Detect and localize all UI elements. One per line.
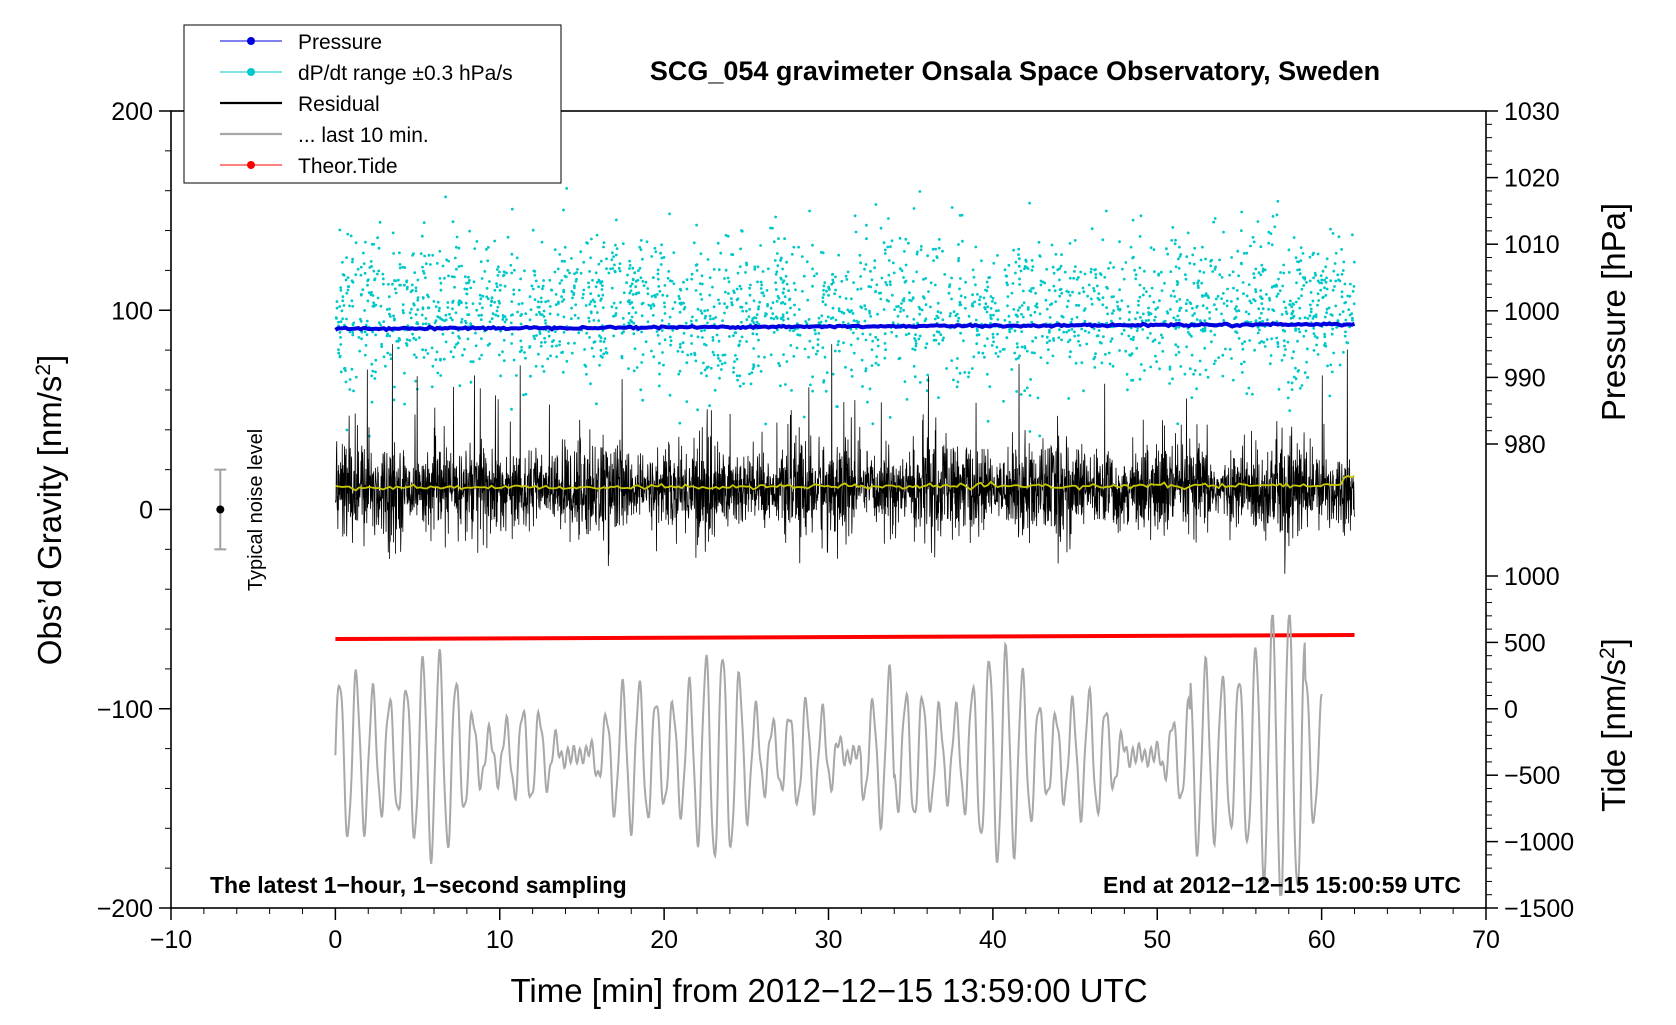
tide-tick-label: −500 (1504, 762, 1560, 790)
pressure-tick-label: 1010 (1504, 231, 1560, 259)
y-tick-label: −100 (97, 696, 153, 724)
tide-series (335, 633, 1355, 642)
legend-entry: Pressure (220, 31, 382, 54)
pressure-line (334, 321, 1356, 333)
dpdt-points (334, 187, 1356, 438)
y-axis-label-left-main: Obs’d Gravity [nm/s (31, 376, 68, 666)
tide-line (335, 633, 1355, 642)
tide-tick-label: 500 (1504, 629, 1546, 657)
tide-tick-label: −1500 (1504, 895, 1574, 923)
tide-tick-label: 0 (1504, 696, 1518, 724)
y-axis-label-tide-sup: 2 (1596, 647, 1619, 659)
x-tick-label: 10 (486, 926, 514, 954)
pressure-series (334, 321, 1356, 333)
x-axis-label: Time [min] from 2012−12−15 13:59:00 UTC (510, 972, 1147, 1009)
legend-swatch-dot (247, 37, 255, 45)
residual-series (334, 344, 1355, 574)
pressure-tick-label: 990 (1504, 364, 1546, 392)
legend-label: Pressure (298, 31, 382, 54)
pressure-tick-label: 980 (1504, 431, 1546, 459)
pressure-tick-label: 1020 (1504, 165, 1560, 193)
x-tick-label: −10 (150, 926, 192, 954)
last10-line (334, 614, 1323, 896)
legend-entry: Theor.Tide (220, 155, 398, 178)
x-tick-label: 30 (815, 926, 843, 954)
legend-entry: ... last 10 min. (220, 124, 429, 147)
chart-title: SCG_054 gravimeter Onsala Space Observat… (650, 56, 1380, 86)
legend-entry: dP/dt range ±0.3 hPa/s (220, 62, 513, 85)
x-tick-label: 70 (1472, 926, 1500, 954)
noise-level-label: Typical noise level (245, 429, 267, 591)
legend-entries: Pressure dP/dt range ±0.3 hPa/s Residual..… (220, 31, 513, 178)
pressure-tick-label: 1000 (1504, 298, 1560, 326)
x-tick-label: 40 (979, 926, 1007, 954)
y-tick-label: 0 (139, 497, 153, 525)
axis-ticks: −10 0 10 20 30 40 50 60 702001000−100−2001030102… (97, 98, 1575, 954)
legend: Pressure dP/dt range ±0.3 hPa/s Residual..… (183, 24, 562, 184)
y-tick-label: 100 (111, 297, 153, 325)
y-axis-label-left-end: ] (31, 355, 68, 364)
x-tick-label: 0 (328, 926, 342, 954)
x-tick-label: 50 (1143, 926, 1171, 954)
y-axis-label-pressure: Pressure [hPa] (1595, 203, 1632, 421)
x-tick-label: 20 (650, 926, 678, 954)
y-axis-label-tide-end: ] (1595, 638, 1632, 647)
legend-label: Theor.Tide (298, 155, 398, 178)
y-tick-label: 200 (111, 98, 153, 126)
noise-level-indicator (214, 468, 227, 551)
legend-swatch-dot (247, 68, 255, 76)
x-tick-label: 60 (1308, 926, 1336, 954)
residual-mean-series (335, 475, 1355, 492)
legend-label: Residual (298, 93, 380, 116)
y-axis-label-left-sup: 2 (32, 364, 55, 376)
y-axis-label-left: Obs’d Gravity [nm/s2] (31, 355, 68, 666)
noise-center-dot (216, 505, 225, 514)
dpdt-series (334, 187, 1356, 438)
annotation-end-time: End at 2012−12−15 15:00:59 UTC (1103, 872, 1461, 898)
annotation-sampling: The latest 1−hour, 1−second sampling (210, 872, 627, 898)
pressure-tick-label: 1030 (1504, 98, 1560, 126)
residual-mean-line (335, 475, 1355, 492)
y-axis-label-tide-main: Tide [nm/s (1595, 659, 1632, 812)
legend-label: ... last 10 min. (298, 124, 429, 147)
tide-tick-label: −1000 (1504, 829, 1574, 857)
tide-tick-label: 1000 (1504, 563, 1560, 591)
last10-series (334, 614, 1323, 896)
y-tick-label: −200 (97, 895, 153, 923)
residual-line (334, 344, 1355, 574)
y-axis-label-tide: Tide [nm/s2] (1595, 638, 1632, 812)
legend-entry: Residual (220, 93, 380, 116)
legend-swatch-dot (247, 161, 255, 169)
legend-label: dP/dt range ±0.3 hPa/s (298, 62, 513, 85)
